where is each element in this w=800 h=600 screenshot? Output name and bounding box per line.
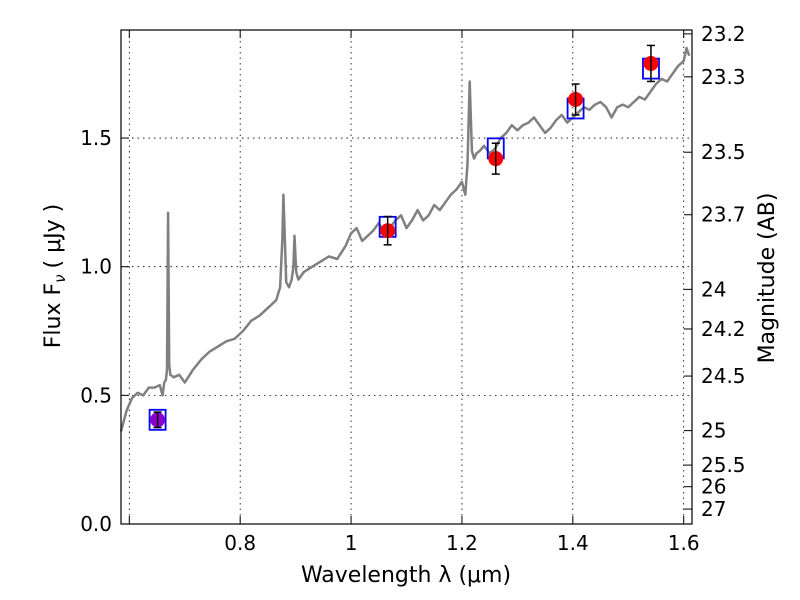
x-axis-label: Wavelength λ (μm) (301, 563, 511, 588)
model-boxes (148, 57, 660, 431)
plot-frame (120, 29, 693, 525)
y2-tick-label: 25.5 (701, 453, 746, 477)
spectrum-series (119, 46, 691, 432)
y2-tick-label: 25 (701, 419, 726, 443)
x-tick-label: 0.8 (224, 531, 256, 555)
y-tick-label: 0.0 (80, 512, 112, 536)
x-tick-label: 1.4 (557, 531, 589, 555)
y2-tick-label: 24.5 (701, 364, 746, 388)
x-tick-label: 1 (345, 531, 358, 555)
x-tick-label: 1.2 (446, 531, 478, 555)
grid-lines (121, 30, 692, 525)
y2-tick-label: 24 (701, 277, 726, 301)
y-tick-label: 1.0 (80, 255, 112, 279)
y2-tick-label: 23.3 (701, 65, 746, 89)
y-tick-label: 1.5 (80, 126, 112, 150)
y2-tick-label: 23.2 (701, 22, 746, 46)
y-tick-label: 0.5 (80, 383, 112, 407)
y-axis-label-main: Flux F (41, 283, 66, 348)
y-axis-label-unit: ( μJy ) (41, 204, 66, 269)
y2-tick-label: 26 (701, 475, 726, 499)
y-axis-ticks: 0.0 0.5 1.0 1.5 (80, 126, 129, 536)
spectrum-line (119, 46, 691, 432)
y-axis-label: Flux Fν ( μJy ) (41, 204, 69, 348)
model-box (148, 408, 167, 431)
y2-tick-label: 27 (701, 497, 726, 521)
y2-tick-label: 24.2 (701, 317, 746, 341)
y2-axis-label: Magnitude (AB) (755, 193, 780, 364)
y2-tick-label: 23.7 (701, 203, 746, 227)
x-axis-ticks: 0.8 1 1.2 1.4 1.6 (128, 30, 700, 555)
y-axis-label-sub: ν (51, 274, 69, 282)
x-tick-label: 1.6 (668, 531, 700, 555)
measurement-points (150, 44, 659, 429)
y2-tick-label: 23.5 (701, 140, 746, 164)
